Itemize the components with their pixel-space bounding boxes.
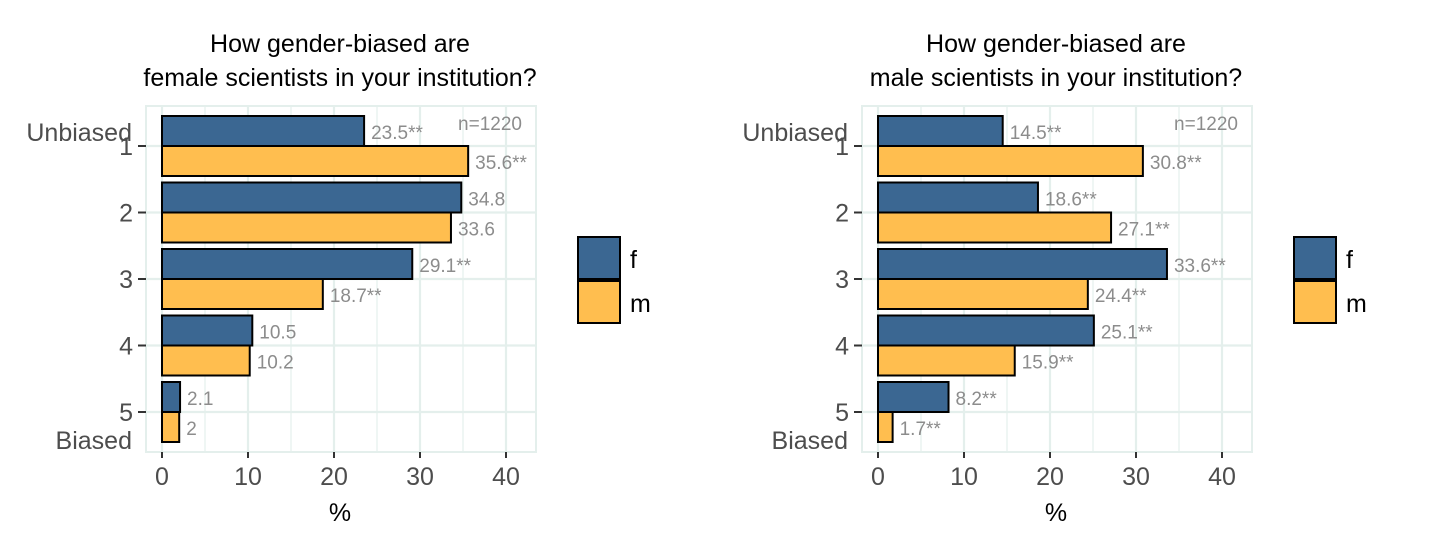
data-label-f-1: 23.5**: [371, 123, 423, 144]
x-axis: 0 10 20 30 40: [871, 452, 1236, 491]
data-label-m-1: 35.6**: [475, 153, 527, 174]
x-tick-label: 30: [1122, 463, 1150, 491]
x-axis-title: %: [329, 499, 351, 527]
data-label-f-4: 25.1**: [1101, 323, 1153, 344]
y-tick-label: 4: [835, 333, 849, 361]
data-label-m-5: 1.7**: [900, 419, 942, 440]
legend: fm: [1293, 236, 1367, 324]
x-tick-label: 30: [406, 463, 434, 491]
chart-title-line-2: female scientists in your institution?: [143, 64, 536, 92]
bar-f-3: [877, 248, 1168, 280]
bar-m-3: [161, 278, 324, 310]
bar-f-5: [161, 381, 182, 413]
bar-f-4: [877, 314, 1095, 347]
bar-m-5: [877, 411, 894, 443]
y-tick-label: 3: [835, 266, 849, 294]
y-tick-label: 4: [119, 333, 133, 361]
sample-size-annotation: n=1220: [1174, 114, 1238, 135]
x-tick-label: 40: [1208, 463, 1236, 491]
bars: 14.5** 18.6** 33.6** 25.1** 8.2** 30.8** 27.1*…: [877, 115, 1226, 443]
y-tick-label: 1: [835, 133, 849, 161]
x-tick-label: 20: [320, 463, 348, 491]
y-label-unbiased: Unbiased: [26, 119, 132, 147]
y-label-biased: Biased: [772, 427, 848, 455]
legend-label-m: m: [630, 290, 651, 318]
bar-m-2: [877, 211, 1113, 244]
bar-m-4: [877, 344, 1016, 377]
data-label-m-4: 10.2: [257, 353, 294, 374]
x-tick-label: 40: [492, 463, 520, 491]
legend-label-f: f: [630, 246, 637, 274]
data-label-f-2: 34.8: [468, 190, 505, 211]
x-tick-label: 0: [155, 463, 169, 491]
data-label-f-2: 18.6**: [1045, 190, 1097, 211]
legend-swatch-f: [577, 236, 621, 280]
bar-f-4: [161, 314, 254, 347]
data-label-m-2: 27.1**: [1118, 220, 1170, 241]
data-label-m-4: 15.9**: [1022, 353, 1074, 374]
x-axis: 0 10 20 30 40: [155, 452, 520, 491]
legend: fm: [577, 236, 651, 324]
bar-f-2: [161, 181, 463, 214]
y-tick-label: 2: [119, 200, 133, 228]
x-tick-label: 10: [950, 463, 978, 491]
bar-f-5: [877, 381, 950, 413]
legend-swatch-m: [577, 280, 621, 324]
data-label-m-3: 24.4**: [1095, 286, 1147, 307]
bar-m-1: [877, 145, 1144, 177]
data-label-f-4: 10.5: [259, 323, 296, 344]
bar-f-3: [161, 248, 414, 280]
legend-swatch-m: [1293, 280, 1337, 324]
data-label-f-1: 14.5**: [1010, 123, 1062, 144]
bars: 23.5** 34.8 29.1** 10.5 2.1 35.6** 33.6 18.7** 1…: [161, 115, 528, 443]
bar-f-1: [161, 115, 366, 147]
y-label-unbiased: Unbiased: [742, 119, 848, 147]
y-tick-label: 3: [119, 266, 133, 294]
y-tick-label: 5: [835, 399, 849, 427]
legend-swatch-f: [1293, 236, 1337, 280]
bar-f-2: [877, 181, 1039, 214]
bar-m-1: [161, 145, 470, 177]
x-tick-label: 0: [871, 463, 885, 491]
y-axis: 1 2 3 4 5 Unbiased Biased: [26, 119, 146, 455]
chart-title-line-2: male scientists in your institution?: [870, 64, 1242, 92]
chart-title-line-1: How gender-biased are: [926, 30, 1186, 58]
y-tick-label: 1: [119, 133, 133, 161]
x-tick-label: 20: [1036, 463, 1064, 491]
data-label-f-5: 8.2**: [956, 389, 998, 410]
data-label-m-5: 2: [186, 419, 197, 440]
chart-female-scientists: How gender-biased are female scientists i…: [26, 30, 651, 527]
data-label-m-1: 30.8**: [1150, 153, 1202, 174]
data-label-f-3: 33.6**: [1174, 256, 1226, 277]
data-label-m-2: 33.6: [458, 220, 495, 241]
y-tick-label: 5: [119, 399, 133, 427]
bar-f-1: [877, 115, 1004, 147]
bar-m-3: [877, 278, 1089, 310]
y-axis: 1 2 3 4 5 Unbiased Biased: [742, 119, 862, 455]
bar-m-2: [161, 211, 452, 244]
chart-male-scientists: How gender-biased are male scientists in …: [742, 30, 1367, 527]
x-axis-title: %: [1045, 499, 1067, 527]
y-tick-label: 2: [835, 200, 849, 228]
bar-m-5: [161, 411, 181, 443]
legend-label-f: f: [1346, 246, 1353, 274]
legend-label-m: m: [1346, 290, 1367, 318]
y-label-biased: Biased: [56, 427, 132, 455]
x-tick-label: 10: [234, 463, 262, 491]
data-label-m-3: 18.7**: [330, 286, 382, 307]
chart-title-line-1: How gender-biased are: [210, 30, 470, 58]
data-label-f-3: 29.1**: [419, 256, 471, 277]
sample-size-annotation: n=1220: [458, 114, 522, 135]
bar-m-4: [161, 344, 251, 377]
data-label-f-5: 2.1: [187, 389, 213, 410]
